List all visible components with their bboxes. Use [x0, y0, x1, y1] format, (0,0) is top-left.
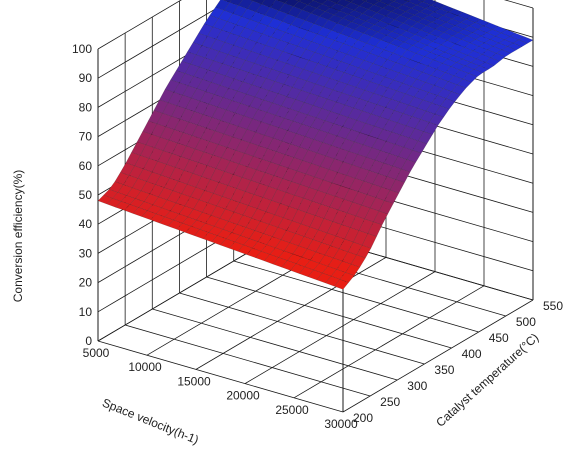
y-tick-label: 450 — [489, 331, 509, 345]
x-tick-label: 5000 — [83, 346, 110, 360]
grid-line — [179, 292, 425, 365]
grid-line — [342, 299, 534, 413]
z-tick-label: 80 — [79, 100, 93, 114]
z-tick-label: 10 — [79, 305, 93, 319]
y-tick-label: 300 — [407, 379, 427, 393]
y-tick-label: 500 — [516, 315, 536, 329]
grid-line — [97, 340, 344, 413]
z-tick-label: 100 — [72, 42, 92, 56]
z-tick-label: 0 — [85, 334, 92, 348]
z-tick-label: 50 — [79, 188, 93, 202]
x-tick-label: 20000 — [226, 389, 260, 403]
z-tick-label: 60 — [79, 159, 93, 173]
z-axis-label: Conversion efficiency(%) — [11, 170, 25, 303]
grid-line — [195, 257, 387, 370]
z-tick-label: 90 — [79, 71, 93, 85]
grid-line — [97, 0, 182, 50]
surface-patch — [334, 279, 349, 290]
x-tick-label: 10000 — [128, 360, 162, 374]
x-axis-label: Space velocity(h-1) — [100, 396, 200, 447]
grid-line — [97, 0, 232, 79]
grid-line — [233, 260, 479, 333]
z-tick-label: 30 — [79, 246, 93, 260]
grid-line — [152, 308, 398, 381]
surface — [97, 0, 534, 290]
z-tick-label: 70 — [79, 130, 93, 144]
x-tick-label: 25000 — [275, 403, 309, 417]
y-tick-label: 200 — [353, 411, 373, 425]
z-tick-label: 40 — [79, 217, 93, 231]
grid-line — [293, 285, 485, 399]
y-tick-label: 550 — [543, 299, 563, 313]
grid-line — [244, 271, 436, 384]
x-tick-label: 15000 — [177, 374, 211, 388]
y-tick-label: 350 — [434, 363, 454, 377]
y-axis-label: Catalyst temperature(°C) — [433, 330, 541, 429]
grid-line — [206, 276, 452, 349]
tick-labels: 0 10 20 30 40 50 60 70 80 90 100 5000 10000 15000 2000… — [72, 42, 563, 431]
z-tick-label: 20 — [79, 276, 93, 290]
x-tick-label: 30000 — [324, 417, 358, 431]
y-tick-label: 250 — [380, 395, 400, 409]
grid-line — [125, 324, 371, 397]
y-tick-label: 400 — [462, 347, 482, 361]
